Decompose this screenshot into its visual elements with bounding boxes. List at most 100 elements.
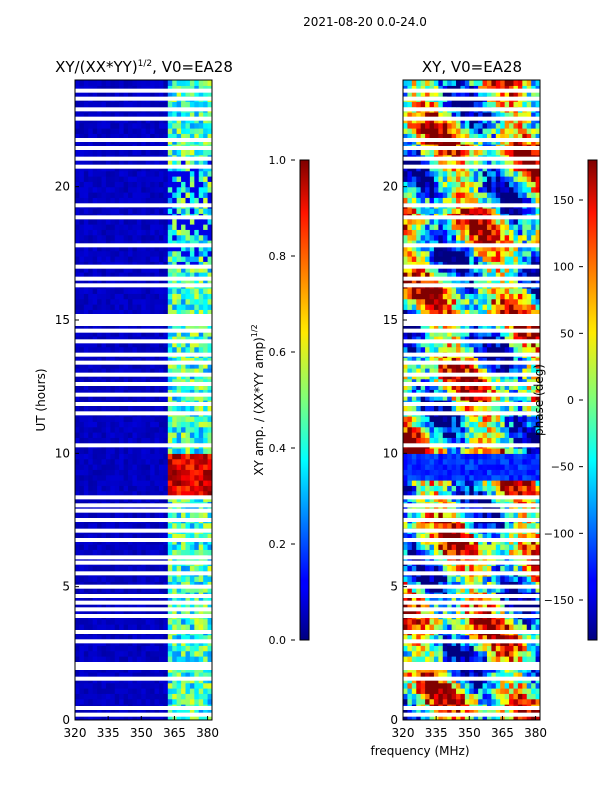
heatmap-cell bbox=[491, 714, 497, 720]
heatmap-cell bbox=[172, 128, 178, 134]
heatmap-cell bbox=[101, 688, 107, 694]
heatmap-cell bbox=[92, 581, 98, 588]
heatmap-cell bbox=[535, 597, 540, 604]
heatmap-cell bbox=[198, 357, 204, 364]
heatmap-cell bbox=[451, 693, 457, 700]
heatmap-cell bbox=[198, 469, 204, 476]
heatmap-cell bbox=[154, 293, 160, 300]
heatmap-cell bbox=[75, 389, 81, 396]
heatmap-cell bbox=[163, 357, 169, 364]
heatmap-cell bbox=[75, 336, 81, 342]
heatmap-cell bbox=[119, 474, 125, 481]
heatmap-cell bbox=[194, 90, 200, 97]
heatmap-cell bbox=[194, 448, 200, 454]
flagged-gap bbox=[75, 352, 212, 357]
heatmap-cell bbox=[522, 693, 528, 700]
heatmap-cell bbox=[185, 421, 191, 428]
heatmap-cell bbox=[97, 645, 103, 652]
heatmap-cell bbox=[154, 192, 160, 198]
heatmap-cell bbox=[105, 90, 111, 97]
heatmap-cell bbox=[407, 565, 413, 572]
heatmap-cell bbox=[207, 602, 212, 609]
heatmap-cell bbox=[88, 85, 94, 92]
heatmap-cell bbox=[491, 512, 497, 518]
heatmap-cell bbox=[83, 293, 89, 300]
heatmap-cell bbox=[136, 330, 142, 337]
heatmap-cell bbox=[97, 650, 103, 657]
heatmap-cell bbox=[491, 634, 497, 641]
heatmap-cell bbox=[92, 458, 98, 465]
heatmap-cell bbox=[451, 672, 457, 678]
heatmap-cell bbox=[132, 85, 138, 92]
heatmap-cell bbox=[198, 485, 204, 492]
heatmap-cell bbox=[150, 336, 156, 342]
heatmap-cell bbox=[189, 586, 195, 593]
heatmap-cell bbox=[438, 522, 444, 529]
heatmap-cell bbox=[181, 309, 187, 316]
heatmap-cell bbox=[482, 512, 488, 518]
heatmap-cell bbox=[181, 192, 187, 198]
heatmap-cell bbox=[194, 224, 200, 230]
heatmap-cell bbox=[123, 709, 129, 716]
heatmap-cell bbox=[110, 192, 116, 198]
heatmap-cell bbox=[105, 234, 111, 241]
heatmap-cell bbox=[451, 602, 457, 609]
heatmap-cell bbox=[495, 565, 501, 572]
heatmap-cell bbox=[101, 490, 107, 497]
heatmap-cell bbox=[198, 389, 204, 396]
heatmap-cell bbox=[407, 597, 413, 604]
heatmap-cell bbox=[97, 293, 103, 300]
heatmap-cell bbox=[500, 672, 506, 678]
heatmap-cell bbox=[132, 293, 138, 300]
heatmap-cell bbox=[194, 261, 200, 268]
heatmap-cell bbox=[482, 656, 488, 662]
heatmap-cell bbox=[88, 469, 94, 476]
heatmap-cell bbox=[407, 624, 413, 630]
heatmap-cell bbox=[203, 112, 209, 118]
heatmap-cell bbox=[482, 634, 488, 641]
heatmap-cell bbox=[198, 453, 204, 460]
heatmap-cell bbox=[167, 416, 173, 422]
heatmap-cell bbox=[123, 101, 129, 108]
heatmap-cell bbox=[105, 112, 111, 118]
heatmap-cell bbox=[207, 581, 212, 588]
heatmap-cell bbox=[429, 602, 435, 609]
heatmap-cell bbox=[110, 490, 116, 497]
heatmap-cell bbox=[105, 341, 111, 348]
heatmap-cell bbox=[207, 288, 212, 294]
heatmap-cell bbox=[105, 186, 111, 193]
heatmap-cell bbox=[114, 304, 120, 310]
heatmap-cell bbox=[110, 389, 116, 396]
heatmap-cell bbox=[123, 250, 129, 257]
heatmap-cell bbox=[172, 464, 178, 470]
heatmap-cell bbox=[473, 714, 479, 720]
flagged-gap bbox=[75, 528, 212, 533]
heatmap-cell bbox=[194, 458, 200, 465]
heatmap-cell bbox=[141, 336, 147, 342]
heatmap-cell bbox=[172, 250, 178, 257]
heatmap-cell bbox=[181, 122, 187, 129]
heatmap-cell bbox=[185, 186, 191, 193]
heatmap-cell bbox=[79, 266, 85, 273]
heatmap-cell bbox=[176, 693, 182, 700]
heatmap-cell bbox=[119, 346, 125, 353]
heatmap-cell bbox=[97, 288, 103, 294]
heatmap-cell bbox=[92, 672, 98, 678]
heatmap-cell bbox=[88, 709, 94, 716]
heatmap-cell bbox=[154, 618, 160, 625]
heatmap-cell bbox=[97, 426, 103, 433]
heatmap-cell bbox=[478, 565, 484, 572]
heatmap-cell bbox=[442, 672, 448, 678]
heatmap-cell bbox=[136, 384, 142, 390]
heatmap-cell bbox=[110, 672, 116, 678]
heatmap-cell bbox=[114, 469, 120, 476]
heatmap-cell bbox=[92, 618, 98, 625]
heatmap-cell bbox=[136, 714, 142, 720]
heatmap-cell bbox=[442, 549, 448, 556]
heatmap-cell bbox=[114, 576, 120, 582]
heatmap-cell bbox=[482, 618, 488, 625]
heatmap-cell bbox=[79, 101, 85, 108]
heatmap-cell bbox=[194, 325, 200, 332]
heatmap-cell bbox=[101, 672, 107, 678]
